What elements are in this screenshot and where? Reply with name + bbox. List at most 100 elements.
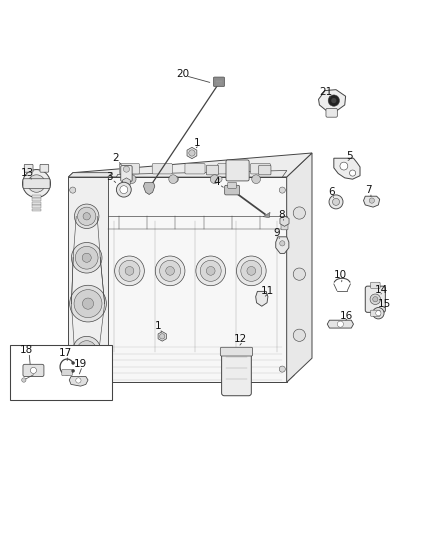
Circle shape: [30, 367, 36, 374]
Text: 5: 5: [346, 151, 353, 161]
Circle shape: [210, 175, 219, 183]
FancyBboxPatch shape: [218, 164, 238, 174]
Polygon shape: [68, 173, 112, 177]
FancyBboxPatch shape: [326, 108, 337, 117]
Text: 1: 1: [194, 138, 201, 148]
Circle shape: [83, 213, 90, 220]
Text: 12: 12: [234, 334, 247, 344]
Circle shape: [82, 298, 94, 309]
Polygon shape: [117, 171, 287, 177]
FancyBboxPatch shape: [32, 205, 41, 208]
Circle shape: [159, 334, 165, 339]
Text: 16: 16: [340, 311, 353, 321]
Circle shape: [78, 207, 96, 225]
Circle shape: [206, 266, 215, 275]
Circle shape: [125, 266, 134, 275]
Text: 14: 14: [375, 285, 388, 295]
Circle shape: [71, 369, 75, 373]
FancyBboxPatch shape: [228, 182, 237, 188]
Text: 19: 19: [74, 359, 87, 369]
Text: 7: 7: [365, 185, 372, 195]
FancyBboxPatch shape: [32, 202, 41, 205]
Circle shape: [279, 187, 286, 193]
Polygon shape: [68, 375, 294, 382]
Circle shape: [22, 169, 50, 198]
Circle shape: [279, 366, 286, 372]
Circle shape: [71, 243, 102, 273]
Circle shape: [252, 175, 261, 183]
FancyBboxPatch shape: [23, 364, 44, 376]
Circle shape: [369, 198, 374, 203]
Circle shape: [200, 261, 221, 281]
FancyBboxPatch shape: [225, 185, 240, 195]
Circle shape: [74, 289, 102, 318]
Circle shape: [74, 204, 99, 229]
FancyBboxPatch shape: [40, 164, 49, 172]
FancyBboxPatch shape: [371, 282, 380, 288]
FancyBboxPatch shape: [68, 177, 287, 382]
Circle shape: [70, 366, 76, 372]
FancyBboxPatch shape: [62, 369, 72, 376]
Circle shape: [293, 207, 305, 219]
FancyBboxPatch shape: [120, 164, 140, 174]
Polygon shape: [68, 153, 312, 177]
Polygon shape: [263, 212, 270, 217]
Circle shape: [75, 246, 98, 269]
Polygon shape: [144, 183, 155, 195]
Text: 13: 13: [21, 168, 35, 177]
Circle shape: [376, 311, 381, 316]
Circle shape: [76, 378, 81, 383]
FancyBboxPatch shape: [220, 348, 253, 356]
Text: 21: 21: [319, 87, 332, 97]
Text: 17: 17: [59, 348, 72, 358]
FancyBboxPatch shape: [185, 164, 205, 174]
Text: 9: 9: [274, 228, 280, 238]
Circle shape: [21, 378, 26, 382]
Circle shape: [169, 175, 177, 183]
Circle shape: [328, 95, 339, 106]
FancyBboxPatch shape: [23, 179, 50, 188]
Circle shape: [189, 150, 195, 156]
Circle shape: [120, 185, 128, 193]
Circle shape: [350, 170, 356, 176]
Circle shape: [216, 176, 222, 182]
Text: 6: 6: [328, 187, 335, 197]
Circle shape: [332, 198, 339, 205]
Circle shape: [241, 261, 262, 281]
Polygon shape: [334, 158, 360, 179]
Text: 3: 3: [106, 172, 113, 182]
FancyBboxPatch shape: [206, 165, 219, 175]
FancyBboxPatch shape: [213, 77, 225, 87]
Circle shape: [127, 175, 136, 183]
Circle shape: [73, 336, 101, 364]
FancyBboxPatch shape: [259, 165, 271, 175]
Text: 10: 10: [333, 270, 346, 280]
Circle shape: [124, 166, 130, 172]
Circle shape: [293, 329, 305, 341]
FancyBboxPatch shape: [32, 198, 41, 201]
Polygon shape: [318, 90, 346, 111]
Circle shape: [196, 256, 226, 286]
Circle shape: [71, 361, 75, 365]
FancyBboxPatch shape: [222, 349, 251, 395]
FancyBboxPatch shape: [251, 164, 271, 174]
Circle shape: [340, 162, 348, 170]
Polygon shape: [276, 237, 289, 253]
Circle shape: [247, 266, 256, 275]
Circle shape: [117, 182, 131, 197]
Circle shape: [119, 261, 140, 281]
Circle shape: [115, 256, 145, 286]
Circle shape: [159, 261, 180, 281]
FancyBboxPatch shape: [32, 195, 41, 198]
Circle shape: [28, 175, 45, 192]
Text: 20: 20: [177, 69, 190, 78]
Circle shape: [77, 341, 96, 360]
Polygon shape: [256, 292, 268, 306]
Text: 2: 2: [112, 153, 119, 163]
Circle shape: [373, 308, 384, 319]
Circle shape: [237, 256, 266, 286]
FancyBboxPatch shape: [365, 286, 385, 312]
Polygon shape: [69, 376, 88, 386]
FancyBboxPatch shape: [281, 220, 288, 230]
Polygon shape: [287, 153, 312, 382]
